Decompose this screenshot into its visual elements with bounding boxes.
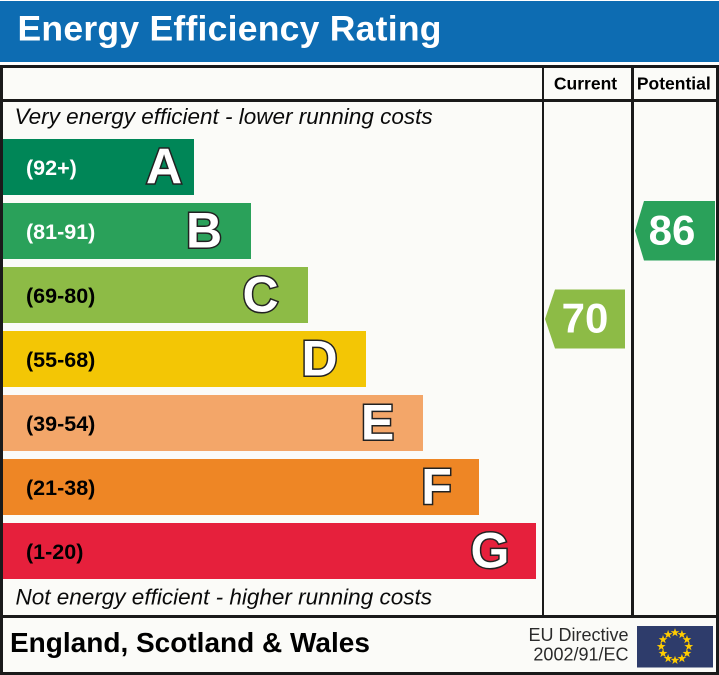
svg-text:G: G — [471, 523, 510, 579]
svg-text:Potential: Potential — [637, 74, 711, 94]
svg-text:(69-80): (69-80) — [26, 284, 95, 308]
svg-text:2002/91/EC: 2002/91/EC — [533, 645, 628, 665]
svg-text:Energy Efficiency Rating: Energy Efficiency Rating — [18, 9, 442, 49]
svg-text:C: C — [242, 267, 278, 323]
svg-text:Very energy efficient - lower: Very energy efficient - lower running co… — [15, 104, 433, 129]
svg-text:Not energy efficient - higher: Not energy efficient - higher running co… — [16, 585, 432, 610]
svg-text:(92+): (92+) — [26, 156, 77, 180]
svg-text:England, Scotland & Wales: England, Scotland & Wales — [10, 627, 370, 658]
svg-text:F: F — [421, 459, 452, 515]
svg-text:(1-20): (1-20) — [26, 540, 83, 564]
svg-text:86: 86 — [649, 207, 696, 254]
svg-text:(21-38): (21-38) — [26, 476, 95, 500]
svg-text:B: B — [186, 203, 222, 259]
svg-text:70: 70 — [562, 295, 609, 342]
svg-text:A: A — [146, 139, 182, 195]
svg-text:Current: Current — [554, 74, 617, 94]
svg-text:E: E — [361, 395, 394, 451]
svg-text:(81-91): (81-91) — [26, 220, 95, 244]
svg-text:(55-68): (55-68) — [26, 348, 95, 372]
svg-text:(39-54): (39-54) — [26, 412, 95, 436]
svg-text:EU Directive: EU Directive — [528, 625, 628, 645]
svg-text:D: D — [301, 331, 337, 387]
